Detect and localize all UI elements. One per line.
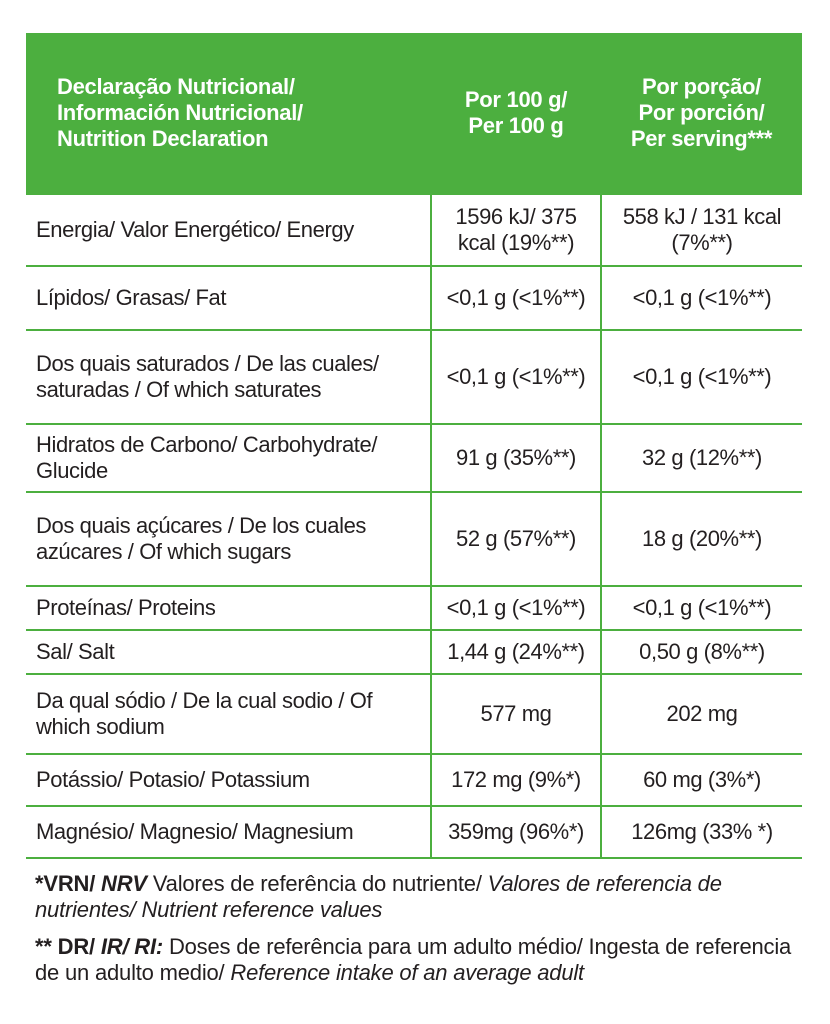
nutrient-name: Lípidos/ Grasas/ Fat [26, 266, 431, 331]
value-per-100g: <0,1 g (<1%**) [430, 266, 601, 331]
nutrition-table: Declaração Nutricional/ Información Nutr… [26, 33, 802, 859]
header-col2-line: Por 100 g/ [464, 87, 568, 112]
value-per-100g: <0,1 g (<1%**) [430, 330, 601, 425]
table-row-saturates: Dos quais saturados / De las cuales/ sat… [26, 330, 802, 425]
value-per-100g: 1,44 g (24%**) [430, 630, 601, 675]
footnote-ri-text-en: Reference intake of an average adult [230, 960, 584, 985]
footnote-nrv: *VRN/ NRV Valores de referência do nutri… [35, 871, 815, 923]
value-per-serving: 0,50 g (8%**) [600, 630, 802, 675]
value-per-100g: 172 mg (9%*) [430, 754, 601, 807]
header-nutrition-declaration: Declaração Nutricional/ Información Nutr… [26, 33, 431, 194]
value-per-100g: 1596 kJ/ 375 kcal (19%**) [430, 193, 601, 267]
value-per-100g: 91 g (35%**) [430, 424, 601, 493]
nutrient-name: Hidratos de Carbono/ Carbohydrate/ Gluci… [26, 424, 431, 493]
nutrient-name: Magnésio/ Magnesio/ Magnesium [26, 806, 431, 859]
value-per-serving: <0,1 g (<1%**) [600, 266, 802, 331]
value-per-serving: 558 kJ / 131 kcal (7%**) [600, 193, 802, 267]
footnotes: *VRN/ NRV Valores de referência do nutri… [35, 871, 815, 997]
value-per-serving: 60 mg (3%*) [600, 754, 802, 807]
table-row-sugars: Dos quais açúcares / De los cuales azúca… [26, 492, 802, 587]
footnote-ri-abbr-es-en: IR/ RI: [100, 934, 164, 959]
value-per-100g: <0,1 g (<1%**) [430, 586, 601, 631]
table-row-proteins: Proteínas/ Proteins <0,1 g (<1%**) <0,1 … [26, 586, 802, 631]
header-col3-line: Por porção/ [642, 74, 761, 99]
footnote-ri-abbr: ** DR/ [35, 934, 95, 959]
header-per-100g: Por 100 g/ Per 100 g [431, 33, 601, 194]
table-row-magnesium: Magnésio/ Magnesio/ Magnesium 359mg (96%… [26, 806, 802, 859]
table-row-salt: Sal/ Salt 1,44 g (24%**) 0,50 g (8%**) [26, 630, 802, 675]
header-col1-line: Información Nutricional/ [57, 100, 303, 125]
footnote-nrv-abbr-en: NRV [101, 871, 147, 896]
value-per-serving: <0,1 g (<1%**) [600, 330, 802, 425]
table-row-energy: Energia/ Valor Energético/ Energy 1596 k… [26, 193, 802, 267]
footnote-ri: ** DR/ IR/ RI: Doses de referência para … [35, 934, 815, 986]
footnote-ri-text: Doses de referência para um adulto médio… [35, 934, 792, 985]
header-row: Declaração Nutricional/ Información Nutr… [26, 33, 802, 194]
table-row-potassium: Potássio/ Potasio/ Potassium 172 mg (9%*… [26, 754, 802, 807]
footnote-nrv-abbr: *VRN/ [35, 871, 96, 896]
header-col2-line: Per 100 g [468, 113, 564, 138]
value-per-100g: 52 g (57%**) [430, 492, 601, 587]
nutrient-name: Potássio/ Potasio/ Potassium [26, 754, 431, 807]
header-col1-line: Nutrition Declaration [57, 126, 269, 151]
value-per-serving: 18 g (20%**) [600, 492, 802, 587]
value-per-serving: 126mg (33% *) [600, 806, 802, 859]
nutrient-name: Da qual sódio / De la cual sodio / Of wh… [26, 674, 431, 755]
value-per-serving: 202 mg [600, 674, 802, 755]
nutrient-name: Energia/ Valor Energético/ Energy [26, 193, 431, 267]
footnote-nrv-text-es-en: Valores de referencia de nutrientes/ Nut… [35, 871, 722, 922]
table-body: Energia/ Valor Energético/ Energy 1596 k… [26, 193, 802, 859]
nutrient-name: Dos quais saturados / De las cuales/ sat… [26, 330, 431, 425]
footnote-nrv-text: Valores de referência do nutriente/ [152, 871, 482, 896]
header-col3-line: Por porción/ [638, 100, 765, 125]
value-per-serving: <0,1 g (<1%**) [600, 586, 802, 631]
header-col3-line: Per serving*** [630, 126, 773, 151]
table-row-sodium: Da qual sódio / De la cual sodio / Of wh… [26, 674, 802, 755]
value-per-serving: 32 g (12%**) [600, 424, 802, 493]
table-row-fat: Lípidos/ Grasas/ Fat <0,1 g (<1%**) <0,1… [26, 266, 802, 331]
table-header: Declaração Nutricional/ Información Nutr… [26, 33, 802, 194]
nutrient-name: Dos quais açúcares / De los cuales azúca… [26, 492, 431, 587]
header-per-serving: Por porção/ Por porción/ Per serving*** [601, 33, 802, 194]
nutrition-table-container: Declaração Nutricional/ Información Nutr… [26, 33, 802, 859]
header-col1-line: Declaração Nutricional/ [57, 74, 295, 99]
nutrient-name: Sal/ Salt [26, 630, 431, 675]
value-per-100g: 359mg (96%*) [430, 806, 601, 859]
nutrient-name: Proteínas/ Proteins [26, 586, 431, 631]
value-per-100g: 577 mg [430, 674, 601, 755]
table-row-carbohydrate: Hidratos de Carbono/ Carbohydrate/ Gluci… [26, 424, 802, 493]
